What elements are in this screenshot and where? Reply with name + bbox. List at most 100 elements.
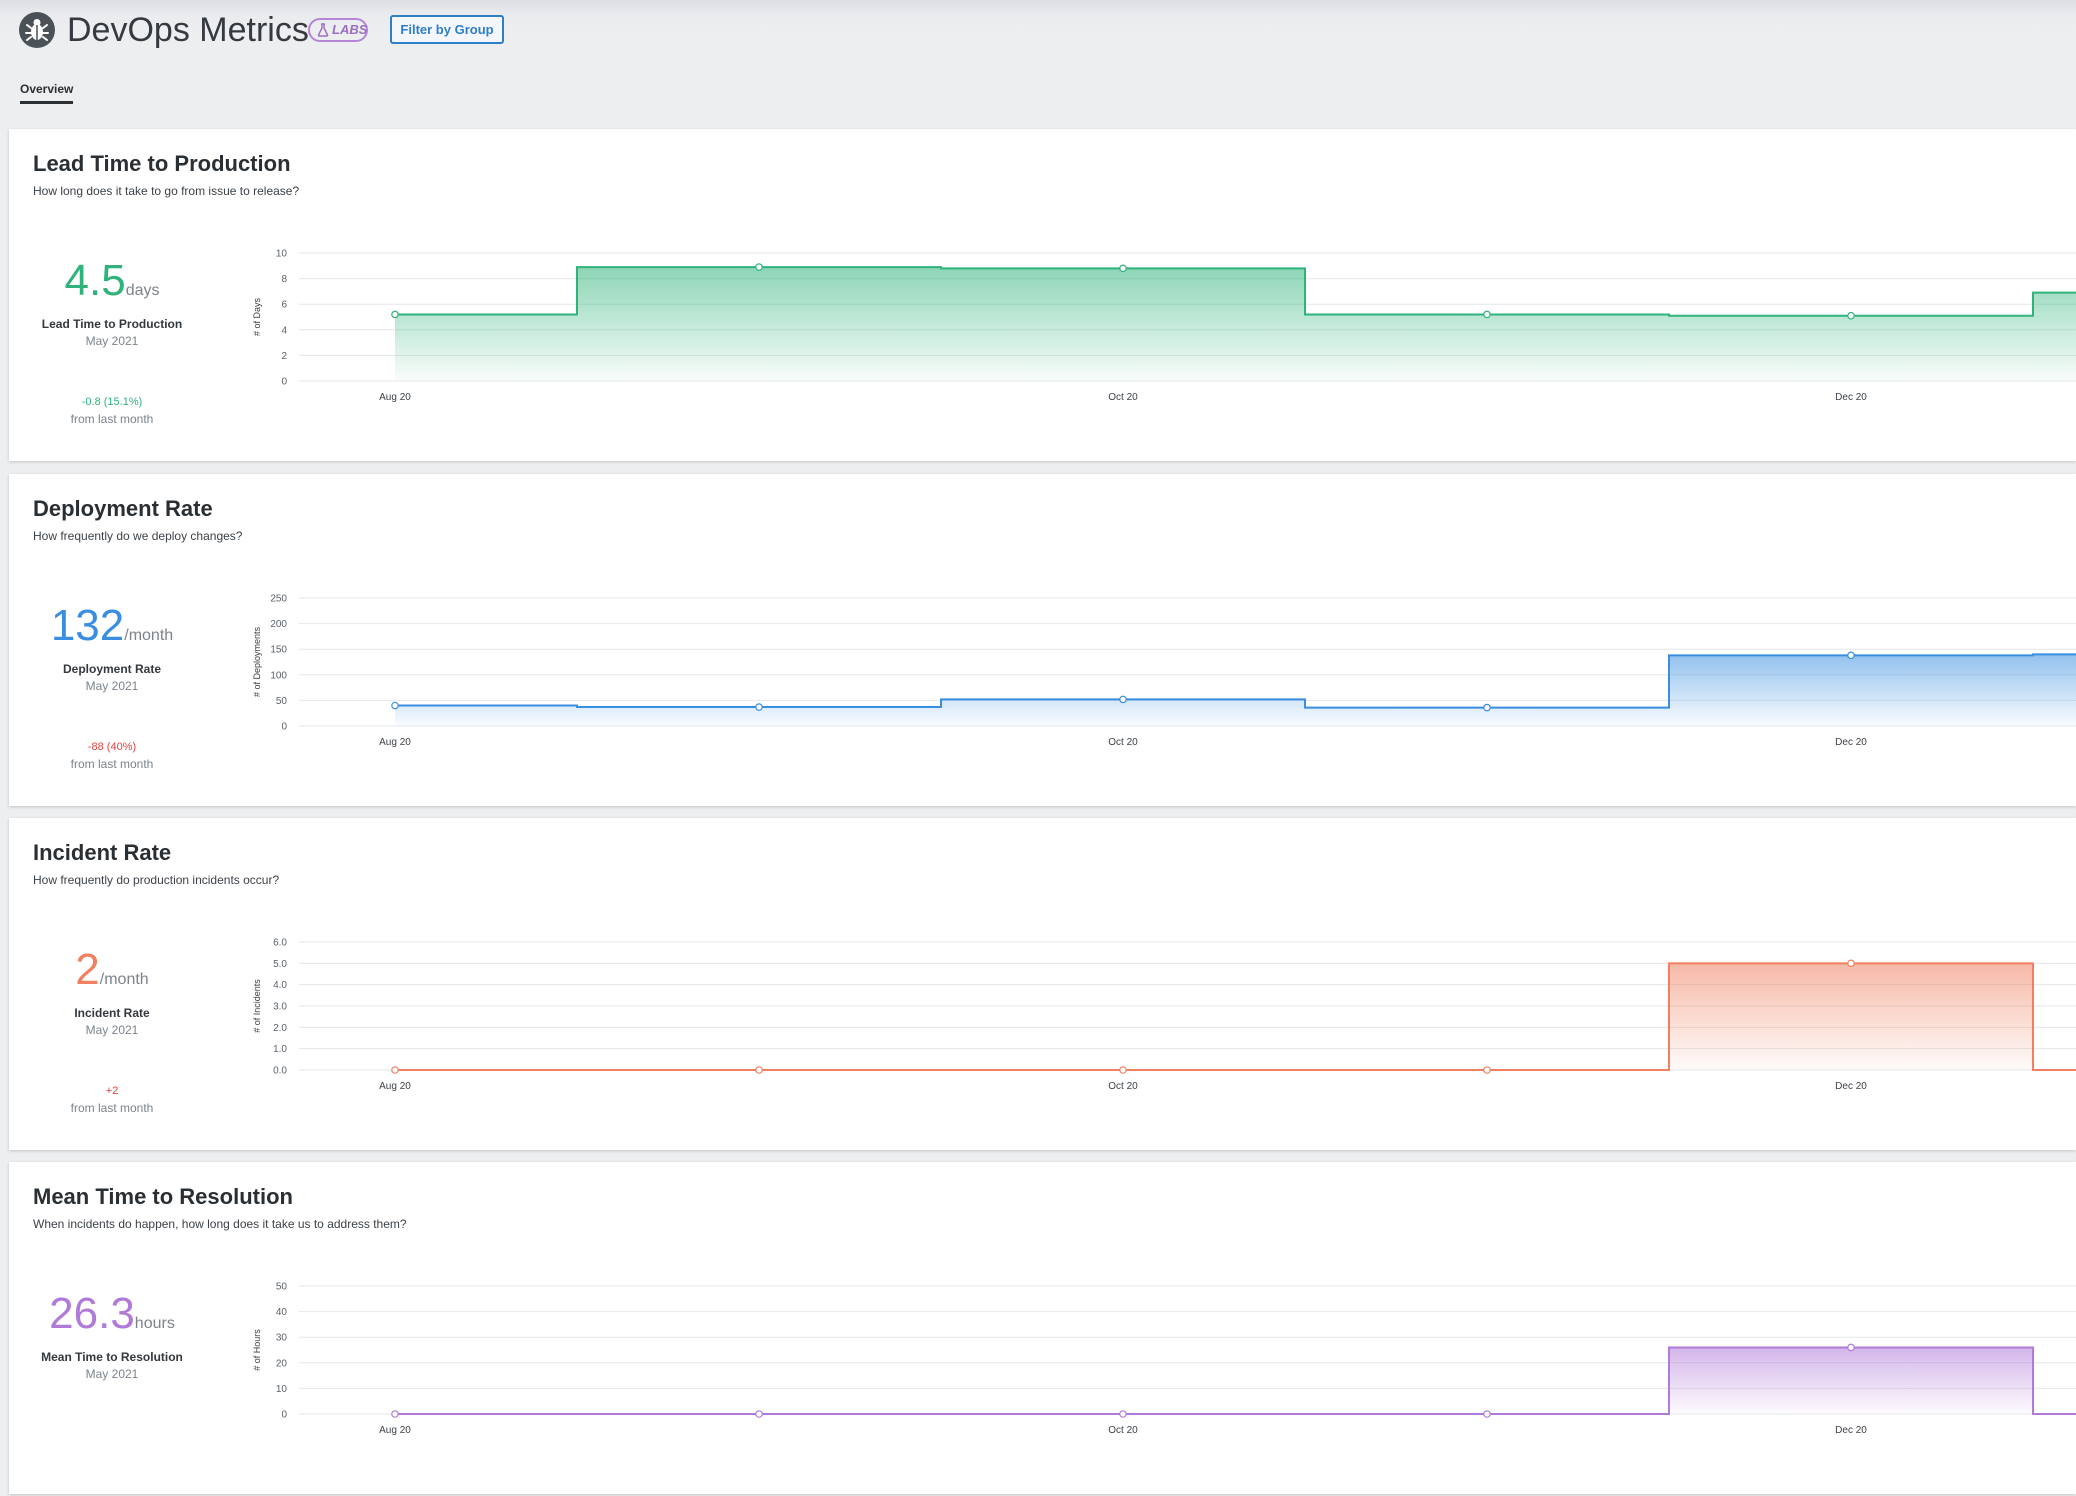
y-tick-label: 4 [281, 325, 287, 336]
stat-value: 4.5days [9, 257, 215, 305]
y-tick-label: 1.0 [273, 1044, 287, 1055]
stat-label: Mean Time to Resolution [41, 1350, 183, 1364]
x-tick-label: Dec 20 [1835, 1081, 1867, 1092]
stat-unit: hours [134, 1315, 175, 1332]
series-area [395, 654, 2076, 726]
series-area [395, 1347, 2076, 1414]
card-title: Incident Rate [33, 840, 172, 865]
series-line [395, 1346, 2076, 1415]
x-tick-label: Oct 20 [1108, 1081, 1138, 1092]
chart-svg: 0.0 1.0 2.0 3.0 4.0 5.0 6.0 # of Incidents Aug 2… [252, 938, 2076, 1092]
data-point [391, 701, 399, 710]
labs-badge-label: LABS [332, 22, 368, 37]
top-bar: DevOps Metrics LABS Filter by Group [0, 0, 2076, 60]
series-line [395, 962, 2076, 1071]
labs-badge: LABS [308, 18, 368, 42]
x-tick-label: Oct 20 [1108, 1425, 1138, 1436]
chart-svg: 0 50 100 150 200 250 # of Deployments Aug 20 Oct… [252, 594, 2076, 748]
metric-card: Lead Time to Production How long does it… [9, 129, 2076, 461]
y-tick-label: 2 [281, 351, 287, 362]
data-point [1483, 310, 1491, 319]
series-area [395, 963, 2076, 1070]
x-tick-label: Oct 20 [1108, 737, 1138, 748]
stat-value: 132/month [9, 602, 215, 650]
y-tick-label: 10 [276, 1384, 288, 1395]
y-tick-label: 250 [270, 594, 287, 605]
stat-number: 2 [75, 945, 100, 994]
card-title: Deployment Rate [33, 496, 213, 521]
data-point [755, 1410, 763, 1418]
y-axis-label: # of Deployments [252, 626, 262, 697]
y-tick-label: 50 [276, 696, 288, 707]
x-tick-label: Aug 20 [379, 1081, 411, 1092]
y-tick-label: 40 [276, 1307, 288, 1318]
y-tick-label: 0 [281, 1410, 287, 1421]
metric-card: Deployment Rate How frequently do we dep… [9, 474, 2076, 806]
stat-unit: days [125, 282, 160, 299]
y-tick-label: 20 [276, 1358, 288, 1369]
data-point [1847, 311, 1855, 320]
y-tick-label: 0 [281, 377, 287, 388]
y-tick-label: 6 [281, 300, 287, 311]
data-point [1847, 1343, 1855, 1352]
x-tick-label: Dec 20 [1835, 392, 1867, 403]
y-tick-label: 8 [281, 274, 287, 285]
stat-number: 26.3 [49, 1289, 135, 1338]
card-subtitle: How long does it take to go from issue t… [33, 184, 300, 198]
card-subtitle: When incidents do happen, how long does … [33, 1217, 407, 1231]
data-point [1847, 959, 1855, 968]
series-line [395, 266, 2076, 317]
chart: 0 10 20 30 40 50 # of Hours Aug 20 Oct 20 Dec 20 [245, 1270, 2076, 1480]
data-point [1847, 651, 1855, 660]
stat-change: -0.8 (15.1%) [81, 396, 143, 408]
y-tick-label: 10 [276, 249, 288, 260]
data-point [391, 310, 399, 319]
data-point [1483, 1066, 1491, 1074]
y-tick-label: 4.0 [273, 980, 287, 991]
chart: 0.0 1.0 2.0 3.0 4.0 5.0 6.0 # of Incidents Aug 2… [245, 926, 2076, 1136]
y-axis-label: # of Days [252, 297, 262, 336]
chart-svg: 0 2 4 6 8 10 # of Days Aug 20 Oct 20 Dec 20 [252, 249, 2076, 403]
data-point [1119, 264, 1127, 273]
stat-label: Incident Rate [74, 1006, 150, 1020]
stat-number: 4.5 [64, 256, 126, 305]
series-line [395, 653, 2076, 709]
data-point [755, 1066, 763, 1074]
stat-value: 2/month [9, 946, 215, 994]
bug-icon [19, 12, 55, 48]
y-tick-label: 200 [270, 619, 287, 630]
stat-period: May 2021 [85, 1023, 139, 1037]
data-point [391, 1066, 399, 1074]
y-tick-label: 30 [276, 1333, 288, 1344]
flask-icon [317, 23, 329, 43]
stat-unit: /month [124, 627, 174, 644]
data-point [755, 263, 763, 271]
y-tick-label: 6.0 [273, 938, 287, 949]
stat-period: May 2021 [85, 334, 139, 348]
stat-label: Deployment Rate [62, 662, 162, 676]
card-title: Lead Time to Production [33, 151, 291, 176]
stat-period: May 2021 [85, 679, 139, 693]
filter-by-group-button[interactable]: Filter by Group [390, 15, 504, 44]
y-tick-label: 0 [281, 722, 287, 733]
tab-overview[interactable]: Overview [20, 82, 74, 104]
stat-unit: /month [99, 971, 149, 988]
x-tick-label: Aug 20 [379, 1425, 411, 1436]
data-point [1483, 703, 1491, 712]
data-point [1119, 1066, 1127, 1074]
chart-svg: 0 10 20 30 40 50 # of Hours Aug 20 Oct 20 Dec 20 [252, 1282, 2076, 1436]
card-title: Mean Time to Resolution [33, 1184, 293, 1209]
stat-from-last-month: from last month [70, 1101, 154, 1115]
x-tick-label: Oct 20 [1108, 392, 1138, 403]
card-subtitle: How frequently do production incidents o… [33, 873, 280, 887]
chart: 0 50 100 150 200 250 # of Deployments Aug 20 Oct… [245, 582, 2076, 792]
x-tick-label: Dec 20 [1835, 737, 1867, 748]
data-point [755, 703, 763, 711]
chart: 0 2 4 6 8 10 # of Days Aug 20 Oct 20 Dec 20 [245, 237, 2076, 447]
y-tick-label: 0.0 [273, 1066, 287, 1077]
page-title: DevOps Metrics [67, 11, 309, 49]
stat-value: 26.3hours [9, 1290, 215, 1338]
stat-change: +2 [105, 1085, 119, 1097]
y-tick-label: 3.0 [273, 1002, 287, 1013]
data-point [1119, 1410, 1127, 1418]
